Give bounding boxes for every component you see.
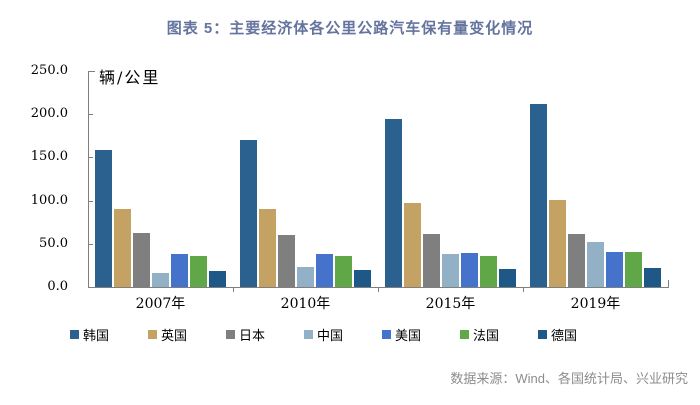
bar-日本-2019年 — [568, 234, 585, 287]
x-axis-end-cap — [668, 280, 669, 288]
legend-marker-icon — [148, 330, 157, 339]
bar-中国-2007年 — [152, 273, 169, 287]
y-axis-unit-label: 辆/公里 — [99, 68, 161, 87]
y-axis-top-cap — [88, 71, 95, 72]
bar-德国-2010年 — [354, 269, 371, 287]
legend-label: 韩国 — [83, 328, 110, 343]
y-tick-label: 250.0 — [30, 63, 68, 78]
x-tick-mark — [233, 287, 234, 292]
bar-韩国-2019年 — [530, 103, 547, 287]
bar-英国-2015年 — [404, 203, 421, 287]
legend-item-美国: 美国 — [382, 325, 460, 344]
bar-美国-2007年 — [171, 254, 188, 287]
bar-美国-2015年 — [461, 253, 478, 287]
x-axis-label: 2007年 — [135, 296, 186, 312]
bar-美国-2010年 — [316, 254, 333, 287]
y-tick-mark — [88, 157, 93, 159]
legend-marker-icon — [304, 330, 313, 339]
legend-marker-icon — [382, 330, 391, 339]
bar-法国-2007年 — [190, 255, 207, 287]
legend-label: 英国 — [161, 328, 188, 343]
bar-中国-2019年 — [587, 242, 604, 287]
bar-group-2010年 — [233, 71, 378, 287]
x-tick-mark — [378, 287, 379, 292]
source-note: 数据来源：Wind、各国统计局、兴业研究 — [450, 371, 688, 386]
x-axis-label: 2015年 — [425, 296, 476, 312]
bar-group-2019年 — [523, 71, 668, 287]
legend-marker-icon — [70, 330, 79, 339]
y-tick-label: 150.0 — [30, 149, 68, 165]
bar-法国-2019年 — [625, 251, 642, 287]
bar-美国-2019年 — [606, 251, 623, 287]
x-axis-labels: 2007年 2010年 2015年 2019年 — [88, 293, 668, 313]
y-tick-label: 50.0 — [39, 235, 68, 251]
bar-德国-2007年 — [209, 270, 226, 287]
legend-marker-icon — [538, 330, 547, 339]
legend-item-韩国: 韩国 — [70, 325, 148, 344]
bar-中国-2015年 — [442, 254, 459, 287]
bar-韩国-2015年 — [385, 118, 402, 287]
y-axis-line — [88, 71, 89, 288]
bar-日本-2007年 — [133, 232, 150, 287]
y-tick-label: 200.0 — [30, 106, 68, 122]
y-tick-mark — [88, 114, 93, 116]
bar-英国-2019年 — [549, 199, 566, 287]
chart-title: 图表 5：主要经济体各公里公路汽车保有量变化情况 — [166, 20, 534, 37]
bar-日本-2015年 — [423, 234, 440, 287]
plot-area — [88, 71, 668, 287]
legend-label: 中国 — [317, 328, 344, 343]
x-axis-label: 2019年 — [570, 296, 621, 312]
legend-label: 美国 — [395, 328, 422, 343]
bar-英国-2010年 — [259, 209, 276, 287]
bar-韩国-2007年 — [95, 149, 112, 287]
bar-法国-2015年 — [480, 255, 497, 287]
y-tick-label: 100.0 — [30, 192, 68, 208]
x-axis-label: 2010年 — [280, 296, 331, 312]
bar-德国-2019年 — [644, 268, 661, 287]
legend-marker-icon — [460, 330, 469, 339]
bar-日本-2010年 — [278, 235, 295, 287]
bar-group-2007年 — [88, 71, 233, 287]
bar-中国-2010年 — [297, 267, 314, 287]
legend-marker-icon — [226, 330, 235, 339]
y-tick-label: 0.0 — [47, 279, 68, 294]
y-tick-mark — [88, 243, 93, 245]
legend-item-法国: 法国 — [460, 325, 538, 344]
legend-label: 法国 — [473, 328, 500, 343]
legend: 韩国 英国 日本 中国 美国 法国 德国 — [70, 325, 616, 344]
legend-label: 日本 — [239, 328, 266, 343]
legend-item-中国: 中国 — [304, 325, 382, 344]
bar-法国-2010年 — [335, 255, 352, 287]
bar-韩国-2010年 — [240, 140, 257, 287]
bar-英国-2007年 — [114, 209, 131, 287]
legend-item-英国: 英国 — [148, 325, 226, 344]
legend-item-日本: 日本 — [226, 325, 304, 344]
bar-group-2015年 — [378, 71, 523, 287]
legend-item-德国: 德国 — [538, 325, 616, 344]
y-tick-mark — [88, 200, 93, 202]
legend-label: 德国 — [551, 328, 578, 343]
x-tick-mark — [523, 287, 524, 292]
bar-德国-2015年 — [499, 268, 516, 287]
